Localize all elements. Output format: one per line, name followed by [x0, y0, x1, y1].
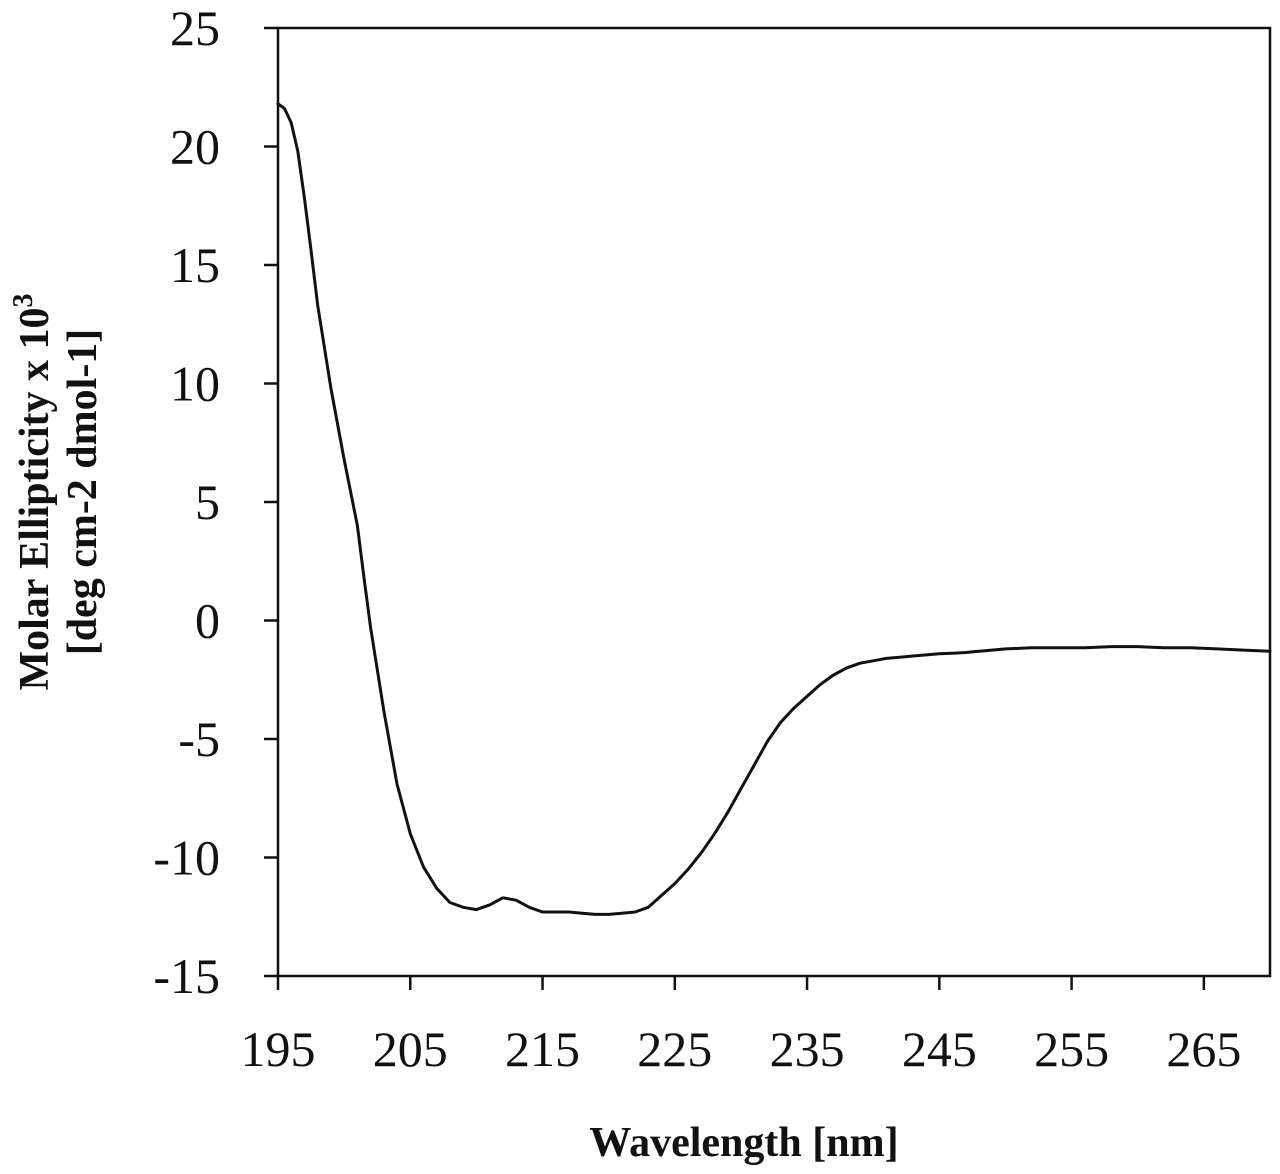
x-tick-label: 205 — [373, 1021, 448, 1077]
x-axis-title: Wavelength [nm] — [589, 1120, 898, 1166]
y-tick-label: 0 — [195, 593, 220, 649]
x-tick-label: 255 — [1034, 1021, 1109, 1077]
ellipticity-curve — [276, 102, 1272, 916]
x-tick-label: 245 — [902, 1021, 977, 1077]
x-tick-label: 215 — [505, 1021, 580, 1077]
y-axis-title-main: Molar Ellipticity x 10 — [12, 307, 58, 690]
x-tick-label: 225 — [637, 1021, 712, 1077]
y-axis-title-line1: Molar Ellipticity x 103 — [8, 293, 58, 690]
y-tick-label: -15 — [153, 948, 220, 1004]
x-tick-label: 235 — [770, 1021, 845, 1077]
y-tick-label: -10 — [153, 830, 220, 886]
x-tick-label: 265 — [1166, 1021, 1241, 1077]
y-axis-title-superscript: 3 — [8, 293, 39, 307]
y-axis-ticks — [264, 26, 278, 978]
y-tick-label: 15 — [170, 237, 220, 293]
y-tick-label: 20 — [170, 119, 220, 175]
x-axis-ticks — [276, 976, 1206, 990]
plot-frame — [276, 26, 1272, 978]
y-tick-label: 5 — [195, 474, 220, 530]
x-tick-label: 195 — [241, 1021, 316, 1077]
y-tick-label: 10 — [170, 356, 220, 412]
y-axis-title-line2: [deg cm-2 dmol-1] — [60, 329, 106, 656]
y-tick-label: -5 — [178, 711, 220, 767]
y-axis-tick-labels: -15 -10 -5 0 5 10 15 20 25 — [153, 0, 220, 1004]
x-axis-tick-labels: 195 205 215 225 235 245 255 265 — [241, 1021, 1242, 1077]
y-tick-label: 25 — [170, 0, 220, 56]
